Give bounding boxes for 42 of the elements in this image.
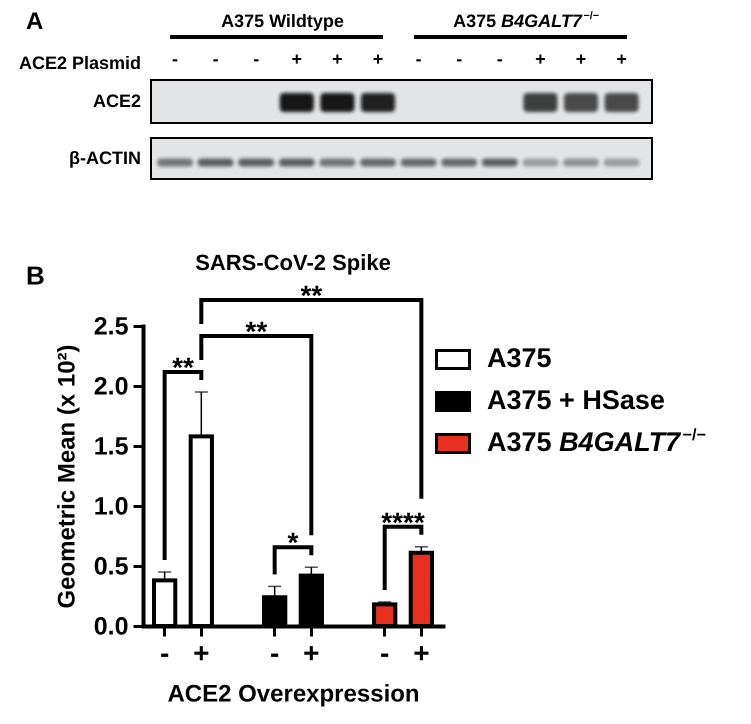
text: ACE2 Plasmid bbox=[18, 53, 141, 74]
x-tick-label: + bbox=[413, 638, 430, 668]
x-tick-label: - bbox=[160, 638, 170, 668]
text: A bbox=[26, 8, 44, 36]
legend-label: A375 bbox=[487, 343, 552, 374]
y-tick-label: 0.0 bbox=[94, 612, 128, 640]
x-tick-label: + bbox=[303, 638, 320, 668]
category-label: - bbox=[172, 49, 178, 70]
category-label: + bbox=[292, 49, 302, 70]
text: ** bbox=[300, 280, 322, 311]
category-label: + bbox=[372, 49, 384, 70]
category-label: - bbox=[212, 49, 219, 70]
category-label: - bbox=[253, 49, 260, 70]
category-label: - bbox=[496, 49, 503, 70]
x-tick-label: + bbox=[193, 638, 210, 668]
x-tick-label: - bbox=[270, 638, 280, 668]
text: A375 Wildtype bbox=[221, 11, 344, 32]
y-tick-label: 1.0 bbox=[94, 492, 128, 520]
y-tick-label: 0.5 bbox=[94, 552, 129, 580]
category-label: - bbox=[456, 49, 462, 70]
y-tick-label: 2.5 bbox=[94, 312, 129, 340]
category-label: + bbox=[576, 49, 586, 70]
category-label: + bbox=[535, 49, 546, 70]
legend-label: A375 + HSase bbox=[487, 385, 665, 416]
annotation: * bbox=[288, 527, 299, 558]
y-tick-label: 1.5 bbox=[94, 432, 129, 460]
annotation: ** bbox=[245, 316, 268, 347]
text: A375 B4GALT7$^{−/−}$ bbox=[453, 10, 600, 32]
annotation: **** bbox=[381, 506, 425, 538]
text: B bbox=[26, 260, 45, 291]
chart-title: SARS-CoV-2 Spike bbox=[195, 250, 391, 275]
category-label: β-ACTIN bbox=[69, 148, 141, 168]
annotation: ** bbox=[172, 352, 194, 383]
x-tick-label: - bbox=[380, 638, 390, 668]
category-label: - bbox=[416, 49, 422, 70]
category-label: + bbox=[332, 49, 343, 70]
y-axis-title: Geometric Mean (x 10²) bbox=[54, 344, 81, 609]
y-tick-label: 2.0 bbox=[94, 372, 128, 400]
category-label: + bbox=[616, 49, 627, 70]
x-axis-title: ACE2 Overexpression bbox=[167, 680, 420, 708]
category-label: ACE2 bbox=[92, 90, 141, 111]
legend-label: A375 B4GALT7$^{−/−}$ bbox=[487, 426, 706, 458]
